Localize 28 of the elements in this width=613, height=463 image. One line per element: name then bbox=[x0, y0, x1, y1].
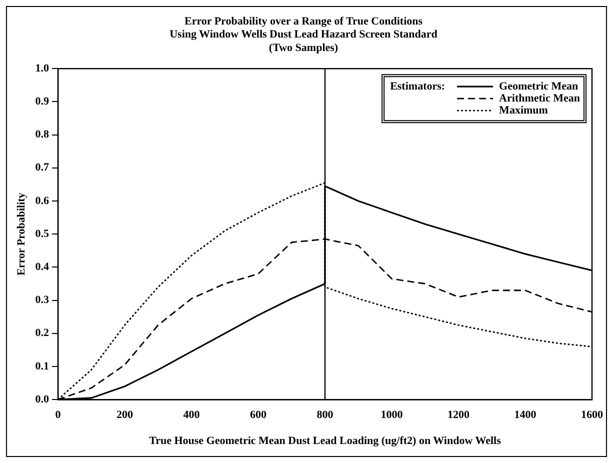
x-tick-label: 800 bbox=[316, 409, 334, 422]
y-tick-label: 1.0 bbox=[35, 62, 50, 74]
legend-label: Arithmetic Mean bbox=[499, 92, 580, 104]
chart-title: Error Probability over a Range of True Conditions bbox=[184, 15, 424, 28]
x-tick-label: 400 bbox=[183, 409, 200, 422]
y-tick-label: 0.3 bbox=[35, 294, 50, 306]
x-tick-label: 600 bbox=[250, 409, 267, 422]
y-tick-label: 0.4 bbox=[35, 261, 50, 274]
y-tick-label: 0.6 bbox=[35, 194, 50, 207]
legend-label: Geometric Mean bbox=[499, 80, 578, 92]
chart-subtitle: Using Window Wells Dust Lead Hazard Screen Standard (Two Samples) bbox=[170, 28, 438, 54]
y-tick-label: 0.2 bbox=[35, 327, 50, 340]
y-tick-label: 0.5 bbox=[35, 228, 50, 240]
x-tick-label: 1000 bbox=[380, 409, 404, 422]
y-tick-label: 0.9 bbox=[35, 96, 50, 108]
y-tick-label: 0.8 bbox=[35, 128, 50, 141]
x-tick-label: 200 bbox=[116, 409, 134, 422]
x-tick-label: 1200 bbox=[447, 409, 470, 422]
x-tick-label: 1600 bbox=[581, 409, 604, 422]
x-axis-title: True House Geometric Mean Dust Lead Loading (ug/ft2) on Window Wells bbox=[149, 435, 502, 448]
y-axis-title: Error Probability bbox=[15, 192, 28, 276]
legend-title: Estimators: bbox=[390, 80, 446, 92]
x-tick-label: 1400 bbox=[514, 409, 537, 422]
legend-label: Maximum bbox=[499, 104, 548, 116]
y-tick-label: 0.7 bbox=[35, 162, 50, 174]
x-tick-label: 0 bbox=[55, 409, 62, 422]
y-tick-label: 0.1 bbox=[35, 360, 49, 372]
y-tick-label: 0.0 bbox=[35, 393, 50, 406]
